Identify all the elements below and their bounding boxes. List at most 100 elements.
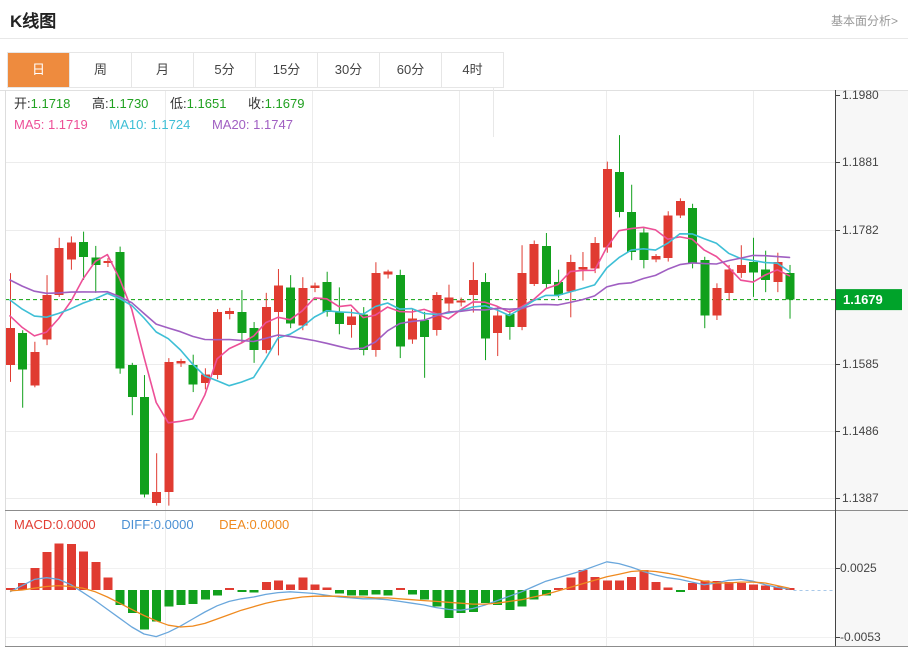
macd-bar [493,590,503,605]
tab-week[interactable]: 周 [70,53,132,87]
candle-body [724,269,734,293]
candle-body [688,207,698,263]
macd-bar [615,580,624,590]
macd-bar [359,590,369,596]
macd-bar [481,590,491,604]
ma5-readout: MA5: 1.1719 [14,117,88,132]
macd-bar [468,590,478,612]
candle-body [347,316,357,325]
tab-4hour[interactable]: 4时 [442,53,503,87]
candle-body [115,252,125,369]
candle-body [432,294,442,331]
macd-bar [505,590,515,611]
candle-body [127,364,137,397]
macd-bar [115,590,125,605]
candle-body [225,311,235,314]
low-readout: 低:1.1651 [170,96,227,111]
page-title: K线图 [10,12,57,31]
candle-body [30,351,40,386]
candle-body [359,314,369,350]
macd-bar [103,577,113,590]
ma-row: MA5: 1.1719 MA10: 1.1724 MA20: 1.1747 [14,114,322,135]
candle-body [420,320,430,338]
candles [6,135,795,506]
macd-bar [675,590,685,592]
candle-body [444,297,454,304]
candle-body [602,169,612,248]
candle-body [152,492,162,503]
current-price-tag: 1.1679 [836,289,902,311]
macd-bar [773,586,783,590]
macd-bar [748,584,758,590]
macd-bar [66,544,76,590]
macd-bar [322,587,332,590]
macd-bar [432,590,442,607]
ma20-readout: MA20: 1.1747 [211,117,293,132]
macd-axis-label: -0.0053 [840,630,881,644]
macd-bar [517,590,527,607]
macd-bar [627,576,637,590]
interval-tabs: 日 周 月 5分 15分 30分 60分 4时 [7,52,504,88]
macd-bar [261,582,271,590]
candle-body [176,360,186,364]
macd-axis-label: 0.0025 [840,561,877,575]
macd-bar [213,590,223,596]
candle-body [139,396,149,495]
ohlc-ma-info: 开:1.1718 高:1.1730 低:1.1651 收:1.1679 MA5:… [14,93,322,135]
tab-month[interactable]: 月 [132,53,194,87]
macd-bar [712,581,722,590]
candle-body [456,300,466,303]
info-divider [493,88,494,137]
price-axis-labels: 1.1980 1.1881 1.1782 1.1585 1.1486 1.1387 0.00… [835,88,881,644]
candle-body [237,311,247,333]
candle-body [164,362,174,493]
current-price-tag-label: 1.1679 [843,292,883,307]
ma20-line [9,254,791,350]
macd-readout: MACD:0.0000 [14,517,96,532]
price-axis-label: 1.1782 [842,223,879,237]
open-readout: 开:1.1718 [14,96,71,111]
price-axis-label: 1.1980 [842,88,879,102]
candle-body [18,332,28,370]
candle-body [785,273,795,300]
candle-body [627,211,637,253]
candle-body [493,315,503,333]
candle-body [310,285,320,289]
macd-bar [395,588,405,590]
candle-body [468,279,478,295]
candle-body [615,171,624,212]
tab-5min[interactable]: 5分 [194,53,256,87]
macd-bar [42,552,52,590]
macd-bar [444,590,454,619]
diff-line [9,561,790,638]
macd-bar [663,587,673,590]
macd-bar [785,588,795,590]
tab-day[interactable]: 日 [8,53,70,87]
ohlc-row: 开:1.1718 高:1.1730 低:1.1651 收:1.1679 [14,93,322,114]
macd-bar [237,590,247,592]
candle-body [566,262,576,292]
macd-bar [6,588,15,590]
macd-bar [554,588,564,590]
candle-body [590,243,600,269]
candle-body [188,364,198,385]
candle-body [773,262,783,282]
candle-body [748,262,758,273]
price-axis-label: 1.1387 [842,491,879,505]
tab-15min[interactable]: 15分 [256,53,318,87]
tab-30min[interactable]: 30分 [318,53,380,87]
macd-bar [347,590,357,596]
candle-body [298,288,308,326]
candle-body [249,328,259,350]
macd-bar [139,590,149,630]
tab-60min[interactable]: 60分 [380,53,442,87]
macd-bar [91,561,101,590]
fundamental-analysis-link[interactable]: 基本面分析> [830,14,898,28]
candle-body [554,281,564,295]
macd-bar [273,580,283,590]
close-readout: 收:1.1679 [248,96,305,111]
candle-body [383,271,393,275]
macd-bar [761,585,771,590]
macd-bar [383,590,393,596]
